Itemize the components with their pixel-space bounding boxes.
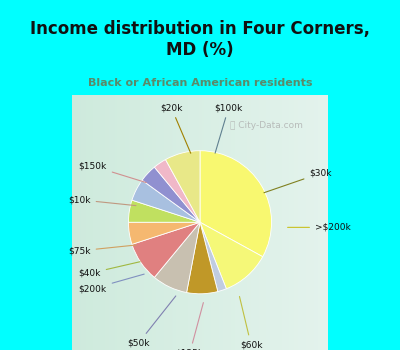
Text: $30k: $30k [264, 169, 332, 193]
Wedge shape [132, 180, 200, 222]
Text: Income distribution in Four Corners,
MD (%): Income distribution in Four Corners, MD … [30, 20, 370, 59]
Wedge shape [166, 151, 200, 222]
Text: ⓘ City-Data.com: ⓘ City-Data.com [230, 121, 303, 130]
Text: $20k: $20k [160, 103, 191, 153]
Text: $100k: $100k [214, 103, 243, 153]
Wedge shape [200, 151, 272, 257]
Text: $150k: $150k [78, 162, 146, 183]
Text: $50k: $50k [128, 296, 176, 347]
Wedge shape [186, 222, 218, 294]
Wedge shape [128, 200, 200, 222]
Wedge shape [154, 160, 200, 222]
Text: >$200k: >$200k [288, 223, 351, 232]
Wedge shape [132, 222, 200, 277]
Wedge shape [200, 222, 226, 292]
Wedge shape [128, 222, 200, 244]
Wedge shape [154, 222, 200, 293]
Text: $125k: $125k [176, 303, 204, 350]
Wedge shape [200, 222, 263, 289]
Wedge shape [142, 167, 200, 222]
Text: $75k: $75k [68, 245, 136, 255]
Text: Black or African American residents: Black or African American residents [88, 78, 312, 88]
Text: $10k: $10k [68, 195, 136, 205]
Text: $60k: $60k [240, 296, 262, 349]
Text: $40k: $40k [78, 262, 140, 278]
Text: $200k: $200k [79, 274, 144, 293]
